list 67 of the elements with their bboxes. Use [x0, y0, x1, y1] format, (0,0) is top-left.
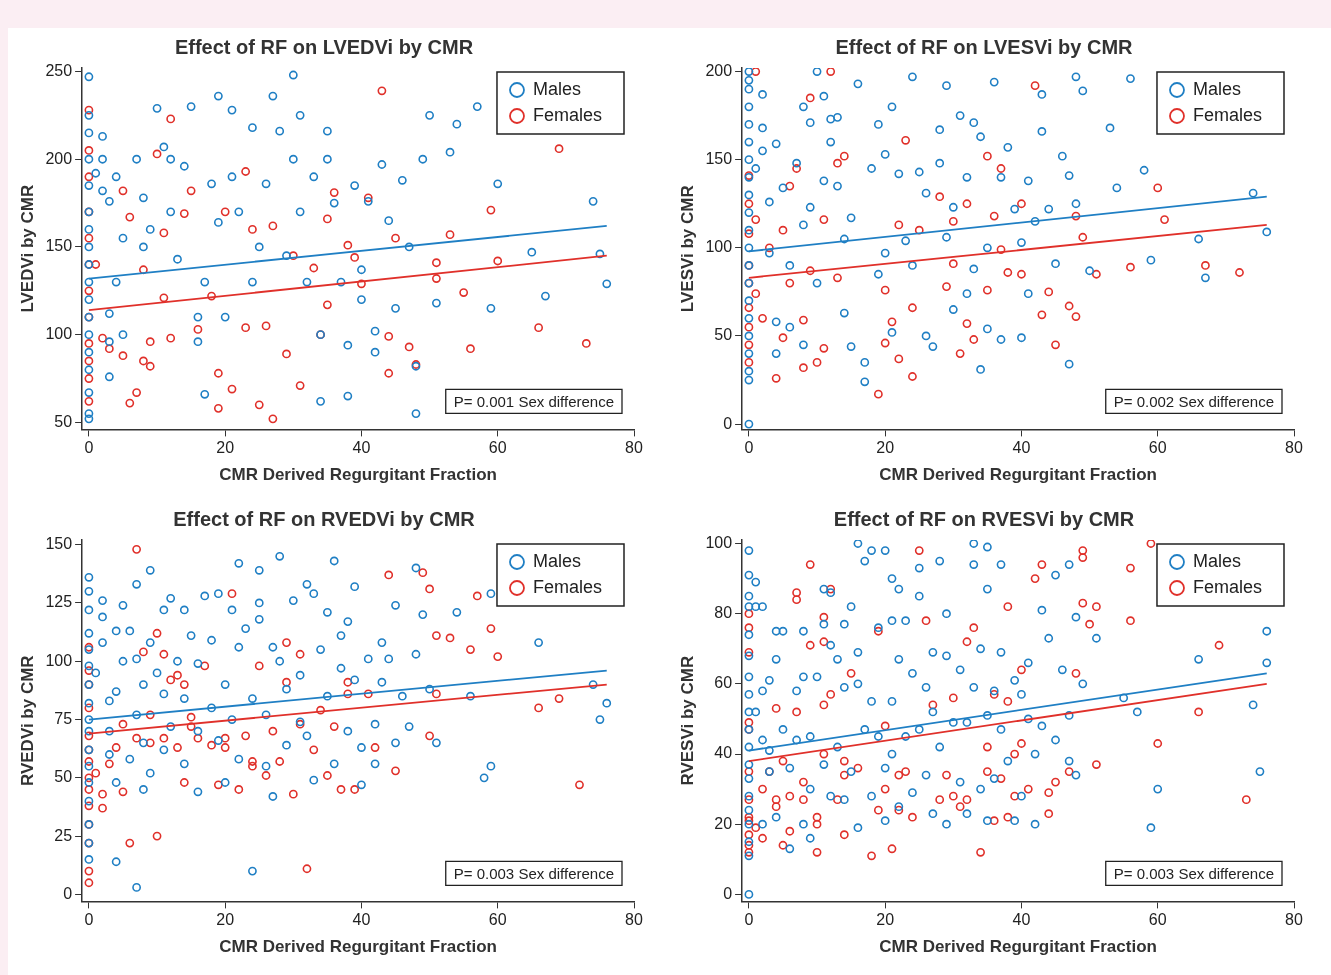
y-tick-label: 60	[714, 674, 733, 692]
y-tick-label: 150	[705, 150, 733, 168]
legend-label: Males	[1192, 78, 1241, 99]
y-tick-label: 150	[45, 237, 73, 255]
x-tick-label: 60	[1148, 911, 1167, 929]
y-tick-label: 100	[705, 238, 733, 256]
legend-label: Females	[532, 576, 603, 597]
x-tick-label: 0	[84, 911, 94, 929]
y-tick-label: 100	[45, 325, 73, 343]
chart-title: Effect of RF on LVEDVi by CMR	[174, 35, 474, 58]
legend-label: Females	[1192, 576, 1263, 597]
y-axis-title: LVEDVi by CMR	[17, 184, 37, 313]
x-axis-title: CMR Derived Regurgitant Fraction	[219, 465, 497, 485]
y-axis-title: RVEDVi by CMR	[17, 655, 37, 787]
chart-title: Effect of RF on RVEDVi by CMR	[173, 507, 476, 530]
x-tick-label: 60	[1148, 439, 1167, 457]
legend-label: Males	[1192, 550, 1241, 571]
y-axis-title: RVESVi by CMR	[677, 655, 697, 786]
y-tick-label: 50	[54, 412, 73, 430]
y-tick-label: 150	[45, 535, 73, 553]
y-tick-label: 100	[45, 651, 73, 669]
x-tick-label: 0	[744, 439, 754, 457]
x-tick-label: 40	[352, 439, 371, 457]
y-tick-label: 0	[723, 414, 733, 432]
chart-title: Effect of RF on LVESVi by CMR	[835, 35, 1134, 58]
annotation: P= 0.003 Sex difference	[1113, 864, 1275, 882]
y-tick-label: 20	[714, 814, 733, 832]
y-tick-label: 125	[45, 593, 73, 611]
y-tick-label: 80	[714, 604, 733, 622]
annotation: P= 0.003 Sex difference	[453, 864, 615, 882]
y-tick-label: 0	[63, 884, 73, 902]
y-tick-label: 50	[54, 768, 73, 786]
legend-label: Males	[532, 550, 581, 571]
x-tick-label: 80	[1285, 911, 1303, 929]
y-tick-label: 250	[45, 61, 73, 79]
legend-label: Males	[532, 78, 581, 99]
x-tick-label: 40	[352, 911, 371, 929]
y-tick-label: 40	[714, 744, 733, 762]
y-tick-label: 200	[705, 61, 733, 79]
y-tick-label: 75	[54, 709, 73, 727]
chart-title: Effect of RF on RVESVi by CMR	[833, 507, 1135, 530]
x-tick-label: 0	[744, 911, 754, 929]
annotation: P= 0.001 Sex difference	[453, 392, 615, 410]
annotation: P= 0.002 Sex difference	[1113, 392, 1275, 410]
y-tick-label: 50	[714, 326, 733, 344]
y-tick-label: 100	[705, 533, 733, 551]
x-tick-label: 20	[216, 911, 235, 929]
x-tick-label: 20	[216, 439, 235, 457]
x-axis-title: CMR Derived Regurgitant Fraction	[219, 937, 497, 957]
y-tick-label: 0	[723, 884, 733, 902]
x-tick-label: 40	[1012, 439, 1031, 457]
x-tick-label: 0	[84, 439, 94, 457]
x-tick-label: 80	[625, 439, 643, 457]
x-axis-title: CMR Derived Regurgitant Fraction	[879, 465, 1157, 485]
x-tick-label: 80	[625, 911, 643, 929]
x-tick-label: 60	[488, 911, 507, 929]
x-tick-label: 20	[876, 439, 895, 457]
x-tick-label: 80	[1285, 439, 1303, 457]
x-axis-title: CMR Derived Regurgitant Fraction	[879, 937, 1157, 957]
x-tick-label: 20	[876, 911, 895, 929]
x-tick-label: 40	[1012, 911, 1031, 929]
y-tick-label: 25	[54, 826, 73, 844]
legend-label: Females	[532, 104, 603, 125]
y-tick-label: 200	[45, 149, 73, 167]
legend-label: Females	[1192, 104, 1263, 125]
y-axis-title: LVESVi by CMR	[677, 185, 697, 313]
x-tick-label: 60	[488, 439, 507, 457]
